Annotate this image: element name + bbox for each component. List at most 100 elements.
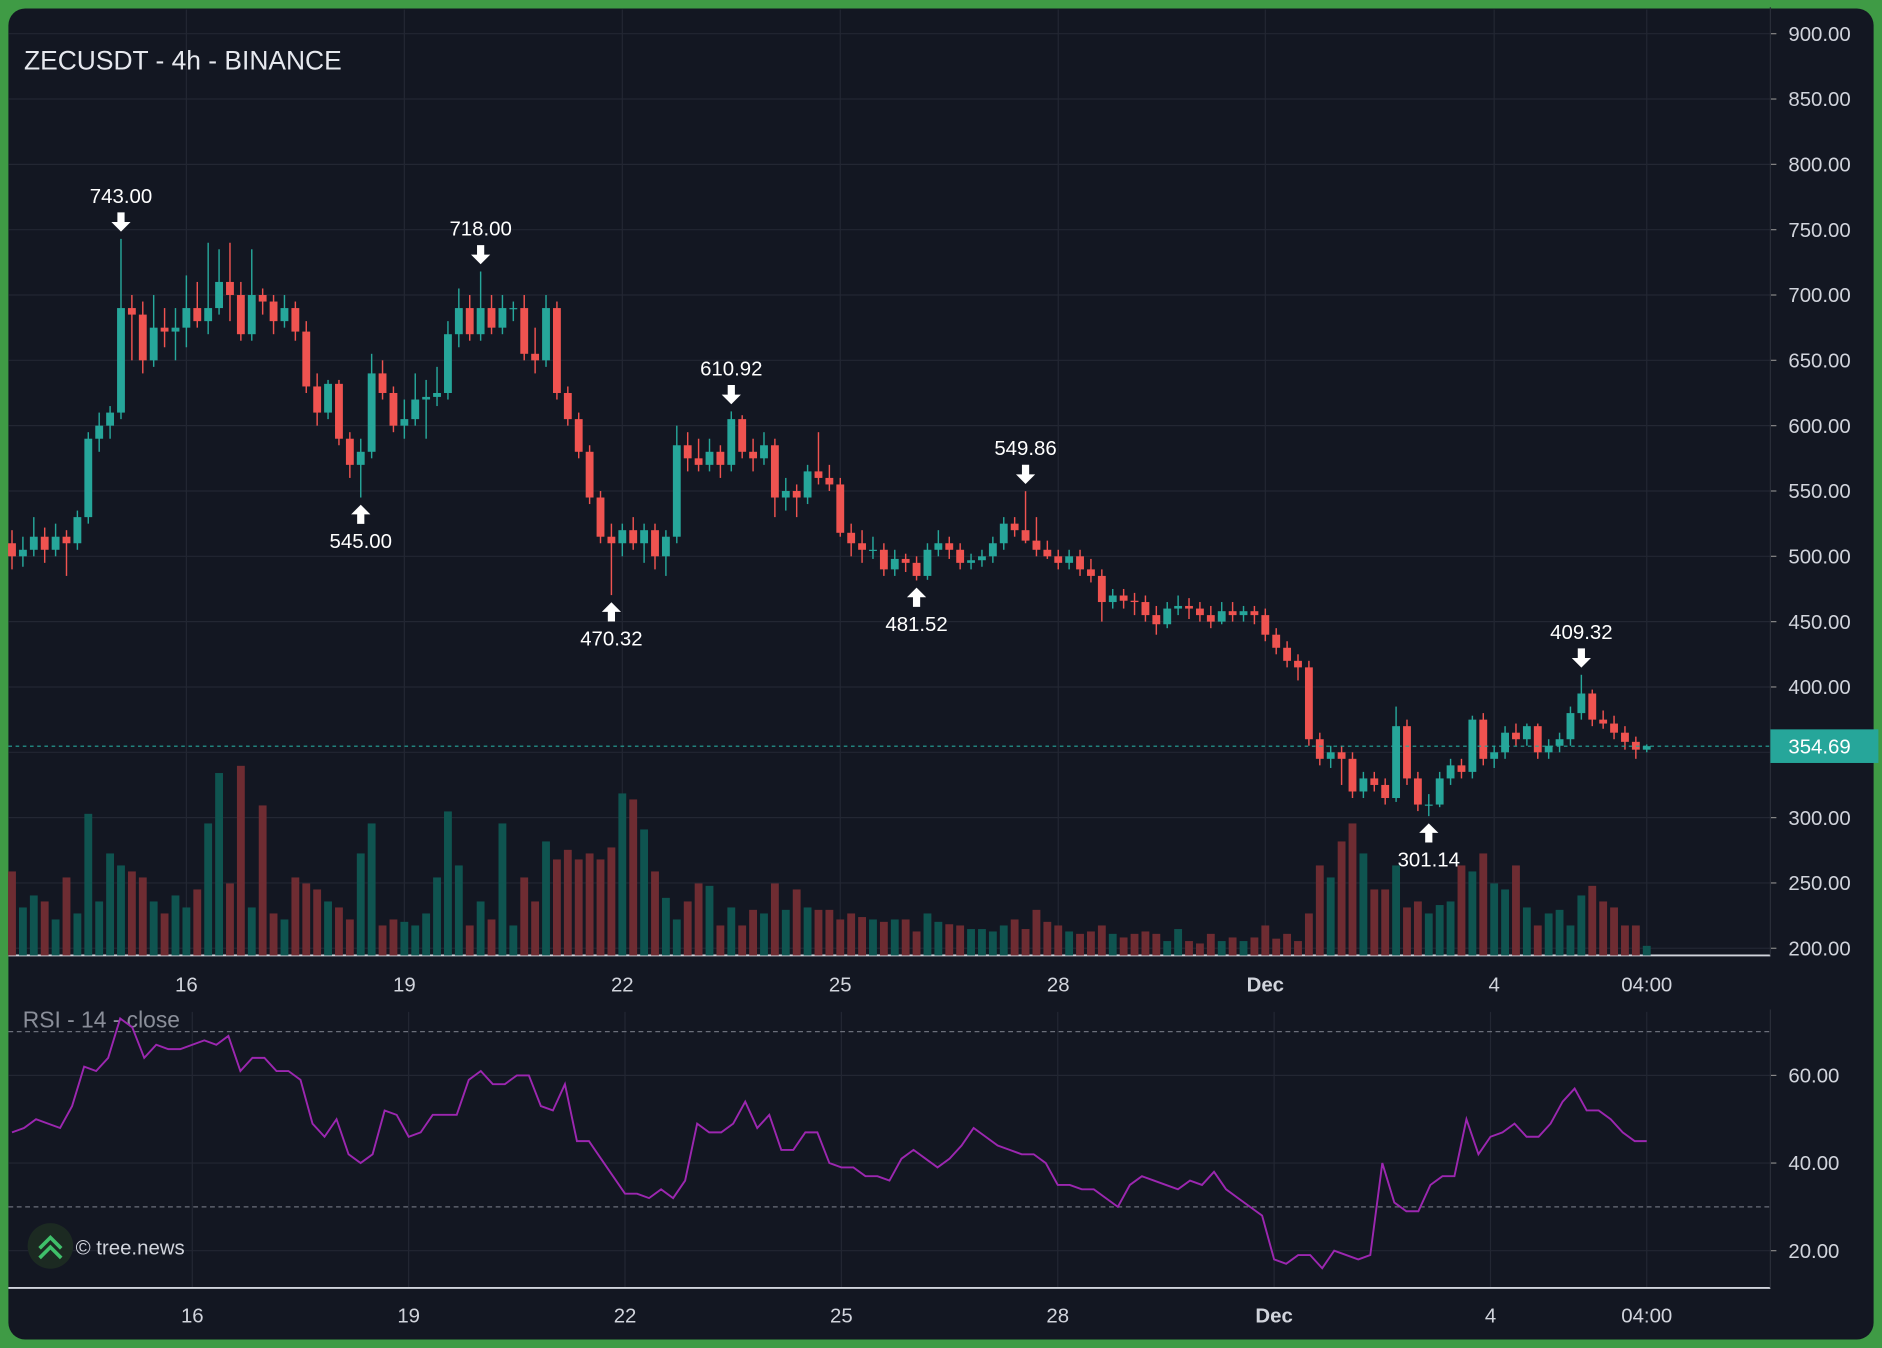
volume-bar bbox=[1141, 931, 1150, 956]
volume-bar bbox=[1043, 921, 1052, 956]
candle-body bbox=[509, 308, 518, 310]
candle-body bbox=[585, 451, 594, 498]
candle-body bbox=[1054, 556, 1063, 563]
y-tick-label: 800.00 bbox=[1788, 155, 1850, 177]
volume-bar bbox=[1174, 929, 1183, 956]
candle-body bbox=[1206, 615, 1215, 622]
last-price-label: 354.69 bbox=[1788, 736, 1850, 758]
candle-body bbox=[988, 543, 997, 557]
annotation-arrow bbox=[721, 384, 741, 405]
volume-bar bbox=[280, 919, 289, 956]
candle-body bbox=[1239, 611, 1248, 616]
volume-bar bbox=[160, 913, 169, 956]
candle-body bbox=[738, 419, 747, 452]
volume-bar bbox=[531, 901, 540, 956]
candle-body bbox=[1272, 634, 1281, 648]
candle-body bbox=[999, 523, 1008, 544]
candle-body bbox=[1566, 713, 1575, 740]
last-price-box bbox=[1770, 729, 1879, 763]
candle-body bbox=[1457, 765, 1466, 772]
volume-bar bbox=[1152, 933, 1161, 956]
candle-body bbox=[280, 308, 289, 322]
y-tick-label: 40.00 bbox=[1788, 1153, 1839, 1175]
volume-bar bbox=[29, 895, 38, 956]
volume-bar bbox=[1392, 865, 1401, 956]
volume-bar bbox=[1610, 907, 1618, 956]
volume-bar bbox=[1468, 871, 1477, 956]
volume-bar bbox=[803, 907, 812, 956]
annotation-arrow bbox=[351, 504, 371, 524]
candle-body bbox=[291, 308, 300, 332]
candle-body bbox=[1087, 569, 1095, 576]
volume-bar bbox=[978, 929, 986, 956]
candle-body bbox=[542, 308, 550, 361]
annotation-label: 545.00 bbox=[330, 531, 392, 553]
candle-body bbox=[356, 451, 365, 465]
x-tick-label: 28 bbox=[1046, 1306, 1069, 1328]
volume-bar bbox=[1097, 925, 1106, 956]
candle-body bbox=[596, 497, 605, 537]
volume-bar bbox=[193, 889, 202, 956]
volume-bar bbox=[770, 883, 779, 956]
volume-bar bbox=[640, 829, 649, 956]
candle-body bbox=[890, 558, 899, 570]
candle-body bbox=[389, 392, 398, 426]
candle-body bbox=[1304, 667, 1313, 740]
candle-body bbox=[1392, 726, 1401, 799]
annotation-label: 549.86 bbox=[994, 438, 1056, 460]
candle-body bbox=[869, 549, 877, 551]
candle-body bbox=[1228, 611, 1237, 616]
y-tick-label: 600.00 bbox=[1788, 416, 1850, 438]
candle-body bbox=[967, 560, 975, 563]
volume-bar bbox=[552, 859, 561, 956]
volume-bar bbox=[705, 885, 714, 956]
candle-body bbox=[73, 517, 82, 544]
x-tick-label: 16 bbox=[175, 974, 198, 996]
volume-bar bbox=[509, 925, 518, 956]
candle-body bbox=[422, 396, 431, 400]
volume-bar bbox=[988, 931, 997, 956]
candle-body bbox=[531, 353, 540, 361]
volume-bar bbox=[585, 853, 594, 956]
volume-bar bbox=[596, 859, 605, 956]
candle-body bbox=[814, 471, 823, 478]
candle-body bbox=[62, 536, 71, 544]
volume-bar bbox=[226, 883, 234, 956]
volume-bar bbox=[923, 913, 932, 956]
candle-body bbox=[825, 477, 834, 485]
candle-body bbox=[1152, 615, 1161, 625]
annotation-label: 481.52 bbox=[885, 614, 947, 636]
candle-body bbox=[1512, 732, 1520, 740]
volume-bar bbox=[858, 917, 866, 956]
x-tick-label: 28 bbox=[1047, 974, 1070, 996]
volume-bar bbox=[40, 901, 49, 956]
candle-body bbox=[149, 327, 158, 361]
y-tick-label: 900.00 bbox=[1788, 24, 1850, 46]
volume-bar bbox=[106, 853, 115, 956]
volume-bar bbox=[956, 925, 965, 956]
volume-bar bbox=[574, 859, 583, 956]
watermark-icon bbox=[38, 1234, 63, 1260]
candle-body bbox=[95, 425, 104, 439]
volume-bar bbox=[215, 773, 223, 956]
candle-body bbox=[411, 399, 420, 420]
volume-bar bbox=[901, 919, 910, 956]
pane: 20.00 40.00 60.00 16 19 22 25 28 Dec 4 04:00 bbox=[8, 1009, 1839, 1328]
candle-body bbox=[127, 308, 136, 315]
candle-body bbox=[727, 419, 736, 465]
x-tick-label: Dec bbox=[1247, 974, 1284, 996]
candle-body bbox=[204, 308, 213, 322]
volume-bar bbox=[1010, 919, 1019, 956]
candle-body bbox=[18, 549, 27, 557]
candle-body bbox=[1479, 719, 1488, 759]
y-tick-label: 850.00 bbox=[1788, 89, 1850, 111]
candle-body bbox=[1130, 600, 1139, 603]
rsi-title: RSI - 14 - close bbox=[23, 1006, 180, 1032]
volume-bar bbox=[836, 919, 845, 956]
volume-bar bbox=[1577, 895, 1586, 956]
candle-body bbox=[171, 327, 180, 332]
candle-body bbox=[160, 327, 169, 332]
candle-body bbox=[1315, 739, 1324, 759]
